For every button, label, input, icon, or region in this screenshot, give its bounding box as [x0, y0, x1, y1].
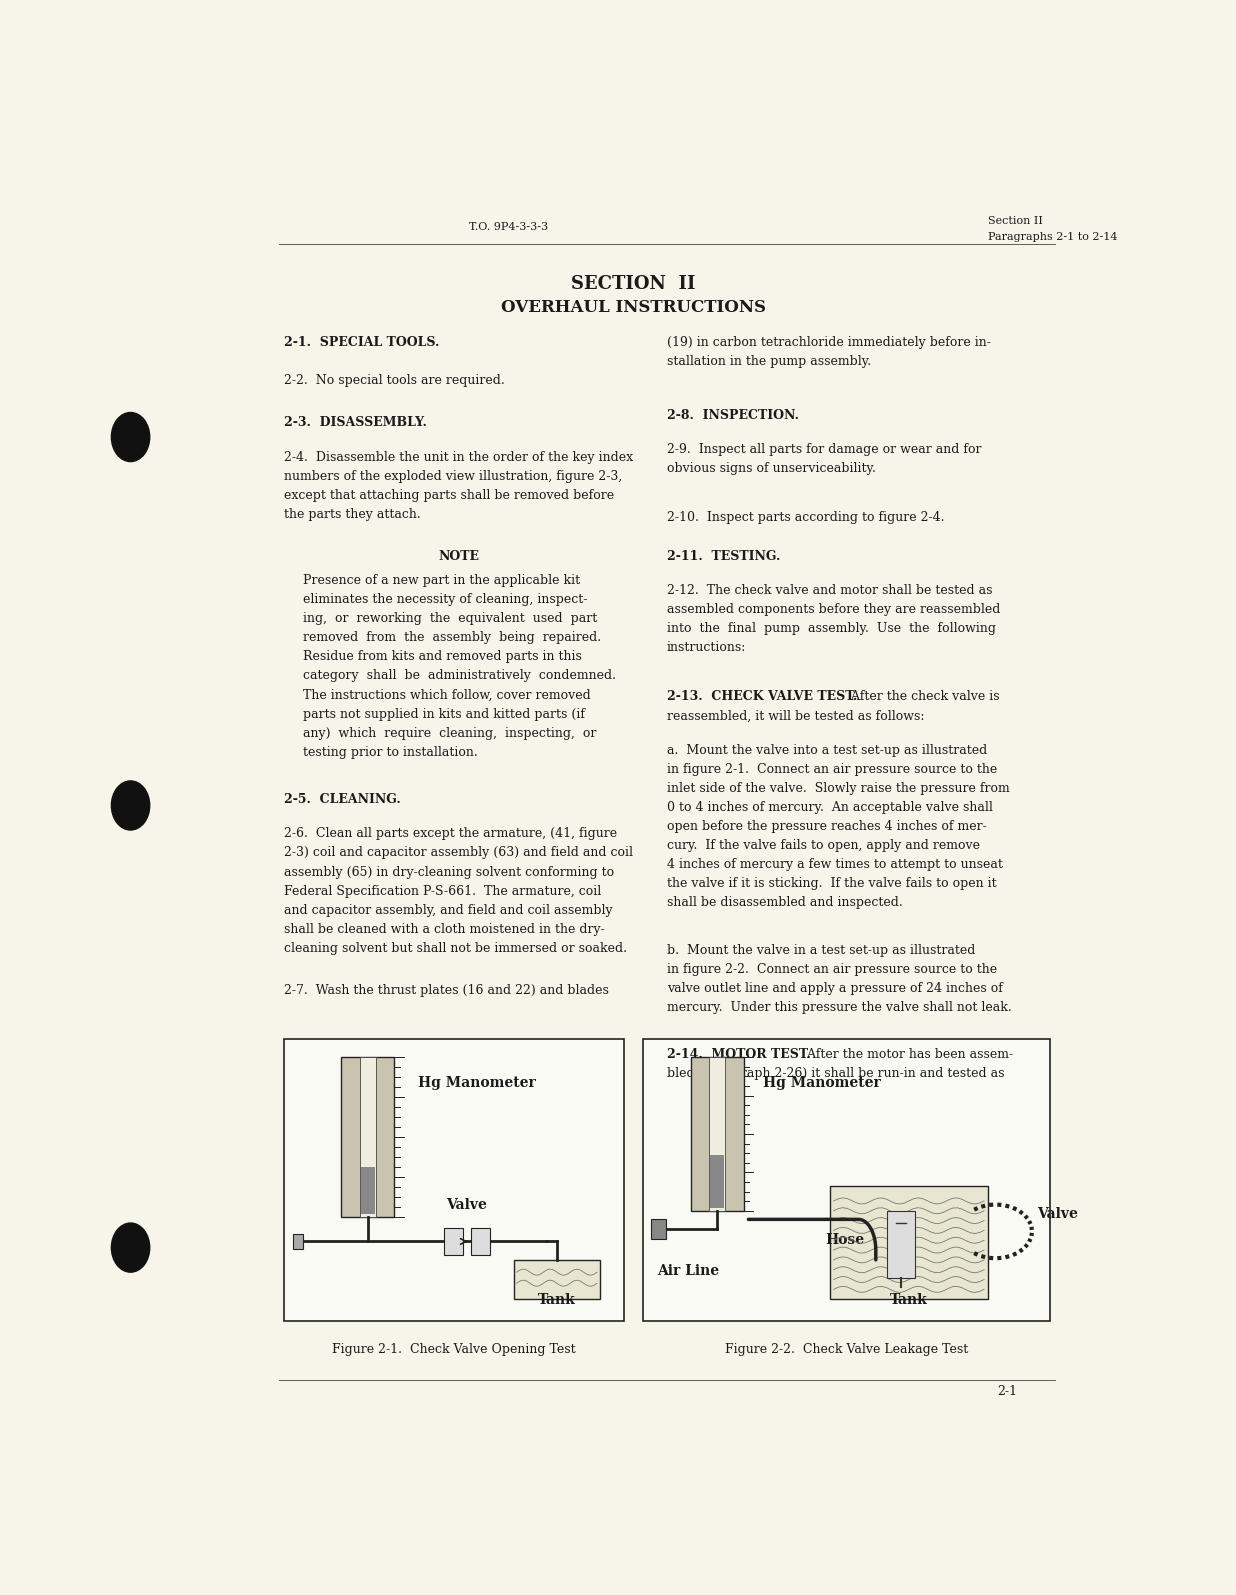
Text: a.  Mount the valve into a test set-up as illustrated: a. Mount the valve into a test set-up as… — [667, 743, 988, 756]
Text: Hg Manometer: Hg Manometer — [418, 1075, 535, 1089]
Text: numbers of the exploded view illustration, figure 2-3,: numbers of the exploded view illustratio… — [284, 469, 622, 483]
Text: 2-3) coil and capacitor assembly (63) and field and coil: 2-3) coil and capacitor assembly (63) an… — [284, 847, 633, 860]
Text: Section II: Section II — [988, 215, 1043, 226]
Bar — [514, 1260, 599, 1300]
Text: 2-11.  TESTING.: 2-11. TESTING. — [667, 550, 780, 563]
Text: in figure 2-2.  Connect an air pressure source to the: in figure 2-2. Connect an air pressure s… — [667, 963, 997, 976]
Text: 2-1: 2-1 — [997, 1384, 1017, 1399]
Text: shall be disassembled and inspected.: shall be disassembled and inspected. — [667, 896, 902, 909]
Bar — [709, 1057, 726, 1211]
Text: T.O. 9P4-3-3-3: T.O. 9P4-3-3-3 — [470, 222, 549, 233]
Text: b.  Mount the valve in a test set-up as illustrated: b. Mount the valve in a test set-up as i… — [667, 944, 975, 957]
Text: 4 inches of mercury a few times to attempt to unseat: 4 inches of mercury a few times to attem… — [667, 858, 1002, 871]
Text: SECTION  II: SECTION II — [571, 274, 696, 293]
Text: Hose: Hose — [826, 1233, 864, 1247]
Text: into  the  final  pump  assembly.  Use  the  following: into the final pump assembly. Use the fo… — [667, 622, 996, 635]
Text: Tank: Tank — [890, 1294, 928, 1306]
Text: NOTE: NOTE — [438, 550, 480, 563]
Text: eliminates the necessity of cleaning, inspect-: eliminates the necessity of cleaning, in… — [303, 593, 587, 606]
Text: The instructions which follow, cover removed: The instructions which follow, cover rem… — [303, 689, 591, 702]
Text: Residue from kits and removed parts in this: Residue from kits and removed parts in t… — [303, 651, 582, 664]
Text: parts not supplied in kits and kitted parts (if: parts not supplied in kits and kitted pa… — [303, 708, 585, 721]
Text: the valve if it is sticking.  If the valve fails to open it: the valve if it is sticking. If the valv… — [667, 877, 996, 890]
Bar — [361, 1166, 375, 1214]
Text: Figure 2-2.  Check Valve Leakage Test: Figure 2-2. Check Valve Leakage Test — [726, 1343, 968, 1356]
Text: 2-1.  SPECIAL TOOLS.: 2-1. SPECIAL TOOLS. — [284, 337, 439, 349]
Bar — [711, 1155, 724, 1209]
Text: Hg Manometer: Hg Manometer — [763, 1075, 880, 1089]
Bar — [691, 1057, 744, 1211]
Text: except that attaching parts shall be removed before: except that attaching parts shall be rem… — [284, 488, 614, 501]
Text: 2-8.  INSPECTION.: 2-8. INSPECTION. — [667, 408, 798, 421]
Text: 2-5.  CLEANING.: 2-5. CLEANING. — [284, 793, 400, 805]
Text: After the motor has been assem-: After the motor has been assem- — [803, 1048, 1014, 1061]
Bar — [284, 1038, 624, 1321]
Text: bled (paragraph 2-26) it shall be run-in and tested as: bled (paragraph 2-26) it shall be run-in… — [667, 1067, 1005, 1080]
Text: and capacitor assembly, and field and coil assembly: and capacitor assembly, and field and co… — [284, 904, 613, 917]
Text: 2-12.  The check valve and motor shall be tested as: 2-12. The check valve and motor shall be… — [667, 584, 993, 597]
Text: OVERHAUL INSTRUCTIONS: OVERHAUL INSTRUCTIONS — [501, 300, 766, 316]
Bar — [829, 1187, 988, 1300]
Bar — [341, 1057, 394, 1217]
Text: Federal Specification P-S-661.  The armature, coil: Federal Specification P-S-661. The armat… — [284, 885, 601, 898]
Text: stallation in the pump assembly.: stallation in the pump assembly. — [667, 356, 871, 368]
Text: the parts they attach.: the parts they attach. — [284, 507, 420, 520]
Text: 2-3.  DISASSEMBLY.: 2-3. DISASSEMBLY. — [284, 416, 426, 429]
Text: 2-13.  CHECK VALVE TEST.: 2-13. CHECK VALVE TEST. — [667, 691, 858, 703]
Text: cury.  If the valve fails to open, apply and remove: cury. If the valve fails to open, apply … — [667, 839, 980, 852]
Text: Tank: Tank — [538, 1294, 576, 1306]
Text: ing,  or  reworking  the  equivalent  used  part: ing, or reworking the equivalent used pa… — [303, 612, 597, 625]
Text: Presence of a new part in the applicable kit: Presence of a new part in the applicable… — [303, 574, 580, 587]
Text: Paragraphs 2-1 to 2-14: Paragraphs 2-1 to 2-14 — [988, 231, 1117, 242]
Text: 2-4.  Disassemble the unit in the order of the key index: 2-4. Disassemble the unit in the order o… — [284, 450, 633, 464]
Circle shape — [111, 782, 150, 829]
Text: assembly (65) in dry-cleaning solvent conforming to: assembly (65) in dry-cleaning solvent co… — [284, 866, 614, 879]
Text: 2-6.  Clean all parts except the armature, (41, figure: 2-6. Clean all parts except the armature… — [284, 828, 617, 841]
Text: assembled components before they are reassembled: assembled components before they are rea… — [667, 603, 1000, 616]
Bar — [886, 1211, 916, 1278]
Text: shall be cleaned with a cloth moistened in the dry-: shall be cleaned with a cloth moistened … — [284, 922, 604, 936]
Text: Valve: Valve — [446, 1198, 487, 1212]
Bar — [471, 1228, 489, 1255]
Text: 2-7.  Wash the thrust plates (16 and 22) and blades: 2-7. Wash the thrust plates (16 and 22) … — [284, 984, 608, 997]
Text: 2-10.  Inspect parts according to figure 2-4.: 2-10. Inspect parts according to figure … — [667, 512, 944, 525]
Text: category  shall  be  administratively  condemned.: category shall be administratively conde… — [303, 670, 616, 683]
Text: instructions:: instructions: — [667, 641, 747, 654]
Bar — [643, 1038, 1051, 1321]
Text: 0 to 4 inches of mercury.  An acceptable valve shall: 0 to 4 inches of mercury. An acceptable … — [667, 801, 993, 813]
Text: open before the pressure reaches 4 inches of mer-: open before the pressure reaches 4 inche… — [667, 820, 986, 833]
Text: mercury.  Under this pressure the valve shall not leak.: mercury. Under this pressure the valve s… — [667, 1000, 1012, 1014]
Bar — [360, 1057, 376, 1217]
Text: reassembled, it will be tested as follows:: reassembled, it will be tested as follow… — [667, 710, 925, 723]
Text: 2-9.  Inspect all parts for damage or wear and for: 2-9. Inspect all parts for damage or wea… — [667, 443, 981, 456]
Text: cleaning solvent but shall not be immersed or soaked.: cleaning solvent but shall not be immers… — [284, 941, 627, 955]
Text: in figure 2-1.  Connect an air pressure source to the: in figure 2-1. Connect an air pressure s… — [667, 762, 997, 775]
Text: 2-2.  No special tools are required.: 2-2. No special tools are required. — [284, 375, 504, 388]
Circle shape — [111, 1223, 150, 1273]
Text: inlet side of the valve.  Slowly raise the pressure from: inlet side of the valve. Slowly raise th… — [667, 782, 1010, 794]
Text: testing prior to installation.: testing prior to installation. — [303, 745, 478, 759]
Text: (19) in carbon tetrachloride immediately before in-: (19) in carbon tetrachloride immediately… — [667, 337, 991, 349]
Text: any)  which  require  cleaning,  inspecting,  or: any) which require cleaning, inspecting,… — [303, 727, 596, 740]
Bar — [293, 1235, 303, 1249]
Bar — [444, 1228, 464, 1255]
Circle shape — [111, 413, 150, 461]
Text: valve outlet line and apply a pressure of 24 inches of: valve outlet line and apply a pressure o… — [667, 981, 1002, 995]
Text: Valve: Valve — [1037, 1207, 1078, 1220]
Text: obvious signs of unserviceability.: obvious signs of unserviceability. — [667, 463, 876, 475]
Text: Figure 2-1.  Check Valve Opening Test: Figure 2-1. Check Valve Opening Test — [332, 1343, 576, 1356]
Text: 2-14.  MOTOR TEST.: 2-14. MOTOR TEST. — [667, 1048, 811, 1061]
Text: removed  from  the  assembly  being  repaired.: removed from the assembly being repaired… — [303, 632, 601, 644]
Text: Air Line: Air Line — [658, 1263, 719, 1278]
Bar — [650, 1219, 666, 1239]
Text: After the check valve is: After the check valve is — [847, 691, 1000, 703]
